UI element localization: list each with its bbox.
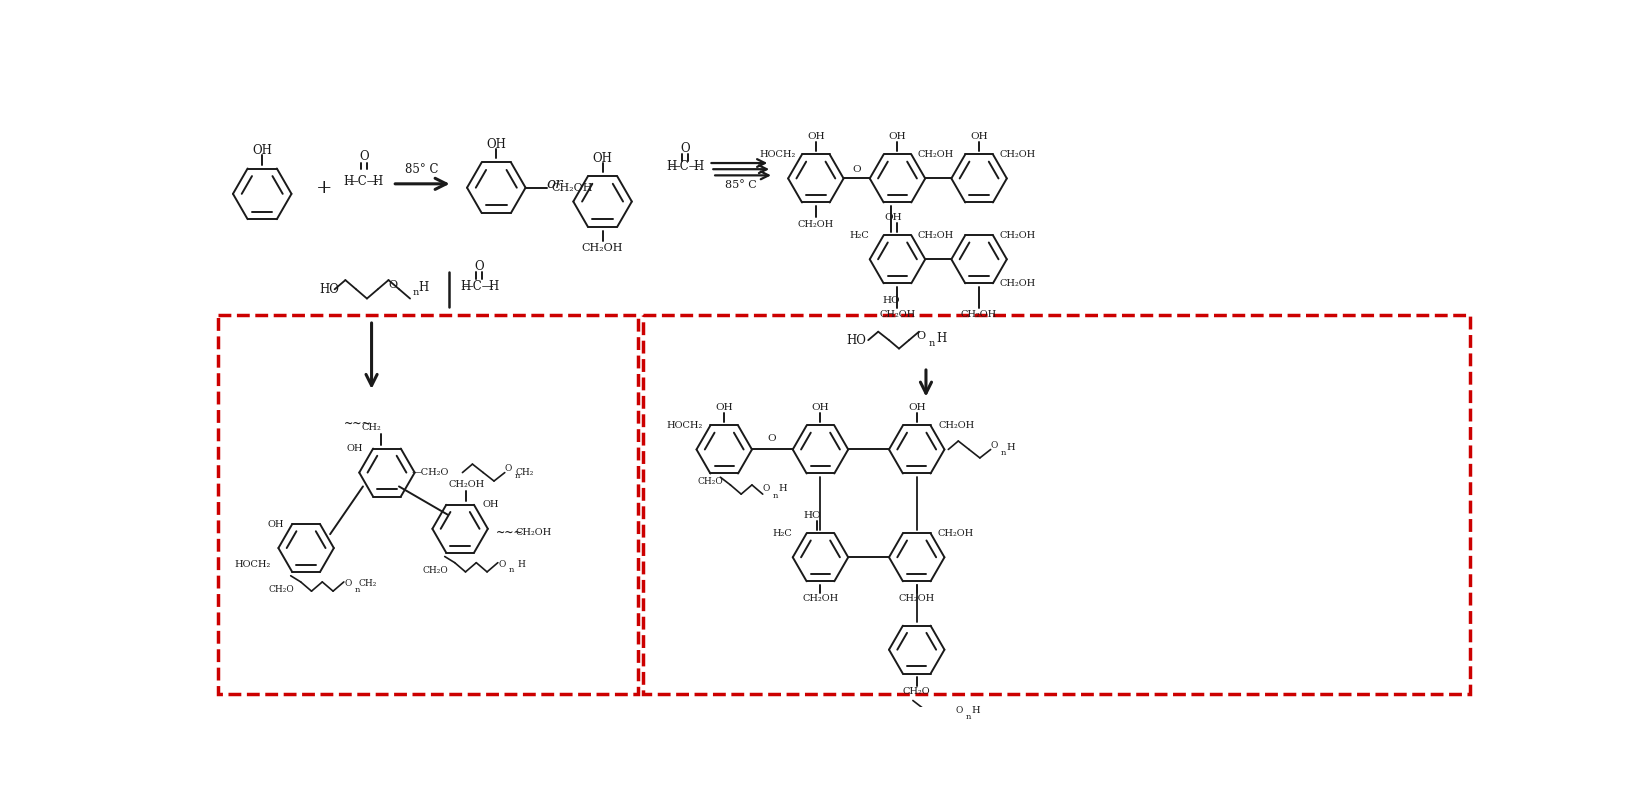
Text: CH₂OH: CH₂OH <box>802 595 838 603</box>
Text: OH: OH <box>346 444 362 453</box>
Text: H: H <box>461 279 471 293</box>
Text: OH: OH <box>716 403 732 412</box>
Text: n: n <box>356 586 360 594</box>
Text: CH₂OH: CH₂OH <box>798 220 835 229</box>
Text: OH: OH <box>909 403 925 412</box>
Text: CH₂: CH₂ <box>515 468 533 477</box>
Text: H: H <box>779 484 787 493</box>
Text: n: n <box>413 288 418 297</box>
Text: H: H <box>937 332 946 345</box>
Text: H: H <box>344 175 354 188</box>
Text: H: H <box>971 706 979 715</box>
Text: n: n <box>774 491 779 499</box>
Text: O: O <box>388 279 398 290</box>
Text: H: H <box>489 279 499 293</box>
Text: OH: OH <box>267 519 283 529</box>
Text: OH: OH <box>969 133 988 141</box>
Text: OH: OH <box>886 214 902 222</box>
Text: CH₂O: CH₂O <box>423 566 448 575</box>
Text: O: O <box>767 434 777 443</box>
Text: HOCH₂: HOCH₂ <box>759 150 795 159</box>
Text: OH: OH <box>593 152 612 165</box>
Text: n: n <box>966 714 971 722</box>
Text: H: H <box>372 175 384 188</box>
Text: ~~~: ~~~ <box>344 418 372 429</box>
Text: HOCH₂: HOCH₂ <box>234 560 270 569</box>
Text: CH₂OH: CH₂OH <box>515 528 551 537</box>
Bar <box>217 314 639 694</box>
Text: CH₂OH: CH₂OH <box>961 310 997 319</box>
Text: CH₂OH: CH₂OH <box>448 480 484 488</box>
Text: CH₂OH: CH₂OH <box>938 421 974 430</box>
Text: CH₂OH: CH₂OH <box>918 231 955 240</box>
Text: H: H <box>693 160 704 173</box>
Text: CH₂OH: CH₂OH <box>918 150 955 159</box>
Text: H: H <box>1006 443 1016 453</box>
Text: O: O <box>474 260 484 272</box>
Text: CH₂: CH₂ <box>362 423 382 433</box>
Text: CH₂OH: CH₂OH <box>999 150 1035 159</box>
Text: n: n <box>1001 449 1006 457</box>
Text: O: O <box>504 464 512 473</box>
Text: OH: OH <box>889 133 907 141</box>
Bar <box>644 314 1470 694</box>
Text: CH₂O: CH₂O <box>904 687 930 696</box>
Text: H₂C: H₂C <box>772 529 792 538</box>
Text: 85° C: 85° C <box>726 179 757 190</box>
Text: CH₂: CH₂ <box>359 579 377 588</box>
Text: CH₂OH: CH₂OH <box>581 243 624 252</box>
Text: CH₂OH: CH₂OH <box>551 183 593 193</box>
Text: H: H <box>518 560 525 569</box>
Text: HO: HO <box>882 296 900 306</box>
Text: —C—: —C— <box>668 160 701 173</box>
Text: O: O <box>762 484 770 493</box>
Text: OH: OH <box>811 403 830 412</box>
Text: —C—: —C— <box>346 175 379 188</box>
Text: O: O <box>359 150 369 164</box>
Text: HO: HO <box>846 333 866 347</box>
Text: CH₂OH: CH₂OH <box>937 529 973 538</box>
Text: ~~~: ~~~ <box>495 527 523 538</box>
Text: n: n <box>515 472 520 480</box>
Text: O: O <box>853 164 861 174</box>
Text: H: H <box>418 281 430 295</box>
Text: O: O <box>499 560 507 569</box>
Text: HO: HO <box>319 283 339 296</box>
Text: OH: OH <box>252 145 272 157</box>
Text: n: n <box>509 566 515 574</box>
Text: O: O <box>680 142 690 155</box>
Text: O: O <box>955 706 963 715</box>
Text: CH₂O: CH₂O <box>698 477 723 486</box>
Text: CH₂OH: CH₂OH <box>899 595 935 603</box>
Text: O: O <box>989 441 997 450</box>
Text: n: n <box>928 340 935 349</box>
Text: O: O <box>344 579 352 588</box>
Text: HOCH₂: HOCH₂ <box>667 421 703 430</box>
Text: CH₂O: CH₂O <box>268 585 295 594</box>
Text: —C—: —C— <box>461 279 494 293</box>
Text: CH₂OH: CH₂OH <box>999 231 1035 240</box>
Text: CH₂OH: CH₂OH <box>999 279 1035 287</box>
Text: —CH₂O: —CH₂O <box>412 468 449 477</box>
Text: OH: OH <box>486 138 507 151</box>
Text: 85° C: 85° C <box>405 163 438 175</box>
Text: OH: OH <box>807 133 825 141</box>
Text: or: or <box>546 177 563 191</box>
Text: CH₂OH: CH₂OH <box>879 310 915 319</box>
Text: O: O <box>917 331 925 341</box>
Text: HO: HO <box>803 511 821 520</box>
Text: H₂C: H₂C <box>849 231 869 240</box>
Text: H: H <box>667 160 677 173</box>
Text: +: + <box>316 179 332 197</box>
Text: OH: OH <box>482 500 499 510</box>
